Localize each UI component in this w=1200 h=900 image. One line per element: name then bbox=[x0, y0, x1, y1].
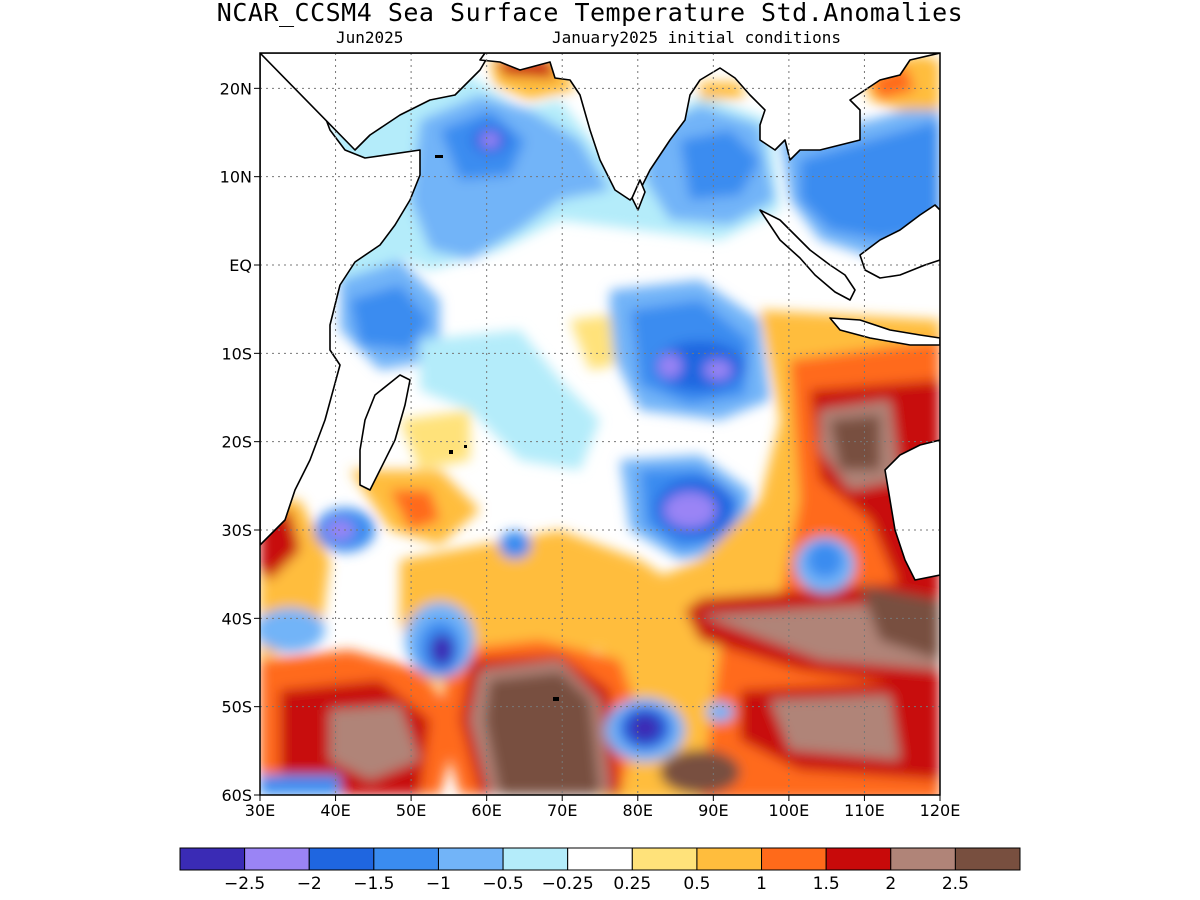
lon-tick-label: 40E bbox=[320, 801, 350, 820]
colorbar-swatch bbox=[308, 847, 375, 871]
colorbar-label: −1.5 bbox=[353, 874, 394, 894]
lon-tick-label: 50E bbox=[396, 801, 426, 820]
lat-tick-label: 30S bbox=[221, 521, 252, 540]
lon-tick-label: 70E bbox=[547, 801, 577, 820]
lon-tick-label: 30E bbox=[245, 801, 275, 820]
lon-tick-label: 60E bbox=[471, 801, 501, 820]
colorbar: −2.5 −2 −1.5 −1 −0.5 −0.25 0.25 0.5 1 1.5 2 2.5 bbox=[179, 847, 1021, 894]
lon-tick-label: 120E bbox=[920, 801, 961, 820]
lat-tick-label: 10N bbox=[220, 168, 252, 187]
lat-tick-label: 50S bbox=[221, 698, 252, 717]
graticule bbox=[260, 53, 940, 795]
colorbar-swatch bbox=[179, 847, 246, 871]
colorbar-swatch bbox=[890, 847, 956, 871]
lon-tick-label: 110E bbox=[844, 801, 885, 820]
map-title: NCAR_CCSM4 Sea Surface Temperature Std.A… bbox=[216, 0, 964, 27]
colorbar-swatch bbox=[761, 847, 827, 871]
lon-tick-label: 100E bbox=[769, 801, 810, 820]
lon-tick-label: 80E bbox=[623, 801, 653, 820]
colorbar-label: 2 bbox=[885, 874, 896, 894]
colorbar-label: −0.5 bbox=[482, 874, 523, 894]
lat-tick-label: 40S bbox=[221, 609, 252, 628]
colorbar-swatch bbox=[631, 847, 698, 871]
lat-tick-label: 10S bbox=[221, 344, 252, 363]
lat-tick-label: 20S bbox=[221, 433, 252, 452]
lat-tick-label: EQ bbox=[229, 256, 252, 275]
colorbar-label: −2 bbox=[297, 874, 322, 894]
colorbar-swatch bbox=[502, 847, 569, 871]
axis-ticks: 30E 40E 50E 60E 70E 80E 90E 100E 110E 120E 20N 10N E… bbox=[220, 79, 961, 820]
colorbar-label: 1.5 bbox=[813, 874, 840, 894]
lon-tick-label: 90E bbox=[698, 801, 728, 820]
colorbar-swatch bbox=[437, 847, 504, 871]
colorbar-swatch bbox=[954, 847, 1021, 871]
anomaly-field bbox=[260, 53, 940, 795]
colorbar-swatch bbox=[696, 847, 763, 871]
coastlines bbox=[260, 53, 940, 581]
colorbar-swatch bbox=[373, 847, 439, 871]
colorbar-swatch bbox=[825, 847, 892, 871]
colorbar-swatch bbox=[244, 847, 310, 871]
colorbar-label: 1 bbox=[756, 874, 767, 894]
colorbar-label: 0.5 bbox=[683, 874, 710, 894]
valid-month: Jun2025 bbox=[336, 28, 404, 47]
colorbar-swatch bbox=[567, 847, 633, 871]
colorbar-label: 0.25 bbox=[613, 874, 651, 894]
map-frame bbox=[259, 52, 941, 796]
lat-tick-label: 20N bbox=[220, 79, 252, 98]
colorbar-label: −2.5 bbox=[224, 874, 265, 894]
colorbar-label: 2.5 bbox=[942, 874, 969, 894]
colorbar-label: −1 bbox=[426, 874, 451, 894]
initial-conditions: January2025 initial conditions bbox=[552, 28, 841, 47]
colorbar-label: −0.25 bbox=[542, 874, 594, 894]
lat-tick-label: 60S bbox=[221, 786, 252, 805]
